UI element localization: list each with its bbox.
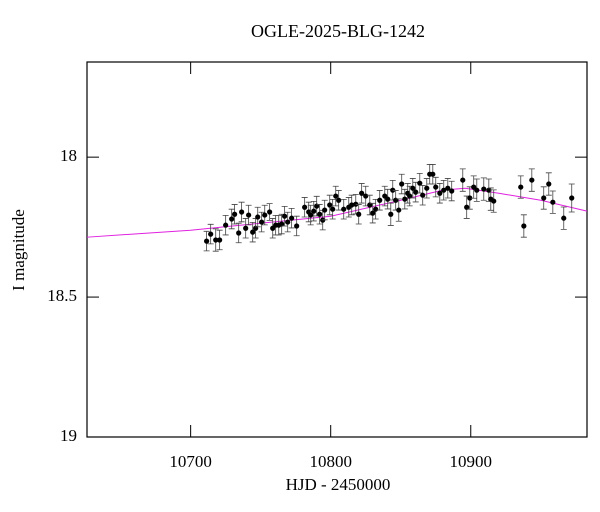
y-tick-label: 18 <box>60 146 77 165</box>
data-point <box>336 197 342 203</box>
data-point <box>424 185 430 191</box>
x-axis-label: HJD - 2450000 <box>286 475 391 494</box>
data-point <box>433 184 439 190</box>
data-point <box>250 229 256 235</box>
data-point <box>569 195 575 201</box>
data-point <box>308 212 314 218</box>
x-tick-label: 10900 <box>450 452 493 471</box>
data-point <box>467 195 473 201</box>
data-point <box>396 207 402 213</box>
data-point <box>217 237 223 243</box>
data-point <box>430 171 436 177</box>
data-point <box>330 206 336 212</box>
data-point <box>399 181 405 187</box>
data-point <box>213 237 219 243</box>
data-point <box>481 186 487 192</box>
data-point <box>373 206 379 212</box>
data-point <box>262 212 268 218</box>
chart-title: OGLE-2025-BLG-1242 <box>251 21 425 41</box>
data-point <box>529 177 535 183</box>
data-point <box>229 216 235 222</box>
data-point <box>333 193 339 199</box>
data-point <box>267 209 273 215</box>
y-tick-label: 18.5 <box>47 286 77 305</box>
data-point <box>410 185 416 191</box>
data-point <box>546 181 552 187</box>
y-tick-label: 19 <box>60 426 77 445</box>
data-point <box>541 195 547 201</box>
data-point <box>474 187 480 193</box>
data-point <box>445 185 451 191</box>
data-point <box>285 219 291 225</box>
data-point <box>385 196 391 202</box>
data-point <box>550 199 556 205</box>
data-point <box>486 187 492 193</box>
data-point <box>441 187 447 193</box>
data-point <box>282 213 288 219</box>
data-point <box>437 190 443 196</box>
data-point <box>407 193 413 199</box>
data-point <box>356 211 362 217</box>
x-tick-label: 10800 <box>309 452 352 471</box>
x-tick-label: 10700 <box>169 452 212 471</box>
data-point <box>377 197 383 203</box>
data-point <box>388 211 394 217</box>
data-point <box>204 238 210 244</box>
data-point <box>322 207 328 213</box>
y-axis-label: I magnitude <box>9 209 28 291</box>
data-point <box>402 196 408 202</box>
data-point <box>359 190 365 196</box>
data-point <box>413 189 419 195</box>
data-point <box>279 221 285 227</box>
data-point <box>259 219 265 225</box>
data-point <box>449 188 455 194</box>
data-point <box>393 197 399 203</box>
data-point <box>363 193 369 199</box>
data-point <box>294 223 300 229</box>
data-point <box>255 214 261 220</box>
data-point <box>208 231 214 237</box>
data-point <box>491 198 497 204</box>
data-point <box>232 211 238 217</box>
data-point <box>561 215 567 221</box>
data-point <box>518 184 524 190</box>
data-point <box>311 208 317 214</box>
data-point <box>460 177 466 183</box>
data-point <box>420 192 426 198</box>
data-point <box>317 211 323 217</box>
data-point <box>289 215 295 221</box>
data-point <box>236 230 242 236</box>
data-point <box>521 223 527 229</box>
data-point <box>246 212 252 218</box>
data-point <box>370 210 376 216</box>
plot-frame <box>86 61 588 438</box>
data-point <box>349 202 355 208</box>
data-point <box>327 202 333 208</box>
data-point <box>239 209 245 215</box>
data-point <box>302 204 308 210</box>
data-point <box>417 180 423 186</box>
data-point <box>464 204 470 210</box>
data-point <box>223 222 229 228</box>
data-point <box>243 225 249 231</box>
data-point <box>341 206 347 212</box>
